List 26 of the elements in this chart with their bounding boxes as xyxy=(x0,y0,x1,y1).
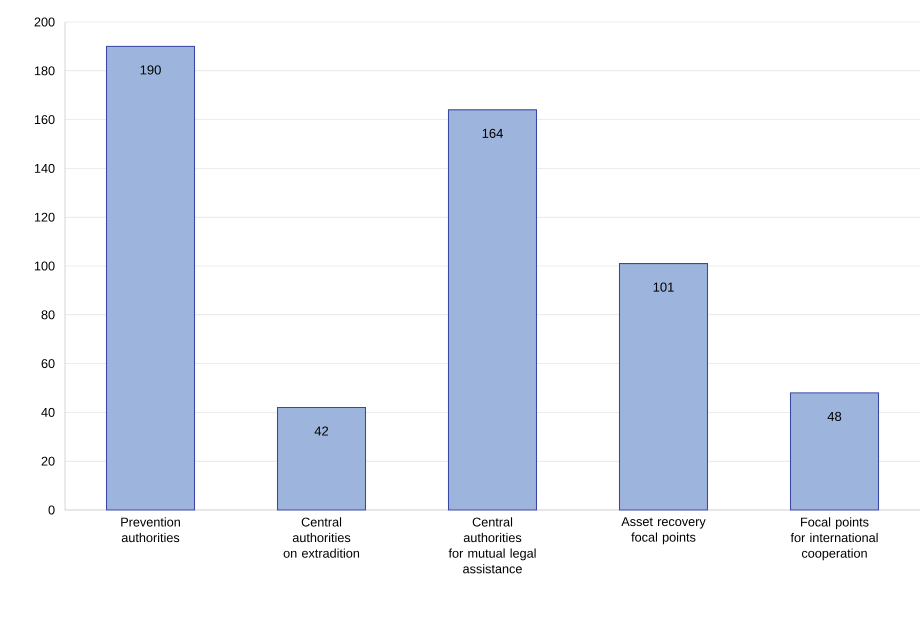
bar xyxy=(618,263,708,511)
bar xyxy=(276,406,366,511)
bar xyxy=(448,109,538,511)
bar xyxy=(790,392,880,511)
data-label: 101 xyxy=(654,282,674,292)
y-tick-label: 100 xyxy=(34,262,55,270)
bar xyxy=(106,46,196,511)
y-tick-label: 20 xyxy=(42,456,55,466)
x-tick-label: Prevention authorities xyxy=(121,517,180,542)
data-label: 164 xyxy=(482,128,503,138)
x-tick-label: Central authorities on extradition xyxy=(284,517,360,558)
x-tick-label: Focal points for international cooperation xyxy=(790,517,878,560)
y-tick-label: 120 xyxy=(34,212,55,222)
y-tick-label: 140 xyxy=(34,164,55,173)
data-label: 190 xyxy=(140,65,161,75)
y-tick-label: 60 xyxy=(42,359,55,368)
y-tick-label: 160 xyxy=(34,115,55,124)
x-tick-label: Asset recovery focal points xyxy=(621,517,706,544)
y-tick-label: 40 xyxy=(41,408,55,417)
y-tick-label: 180 xyxy=(34,66,55,76)
y-tick-label: 0 xyxy=(48,506,55,514)
data-label: 48 xyxy=(828,412,842,422)
data-label: 42 xyxy=(314,426,328,436)
x-tick-label: Central authorities for mutual legal assistance xyxy=(448,517,536,574)
y-tick-label: 200 xyxy=(34,18,55,26)
y-tick-label: 80 xyxy=(42,310,55,320)
